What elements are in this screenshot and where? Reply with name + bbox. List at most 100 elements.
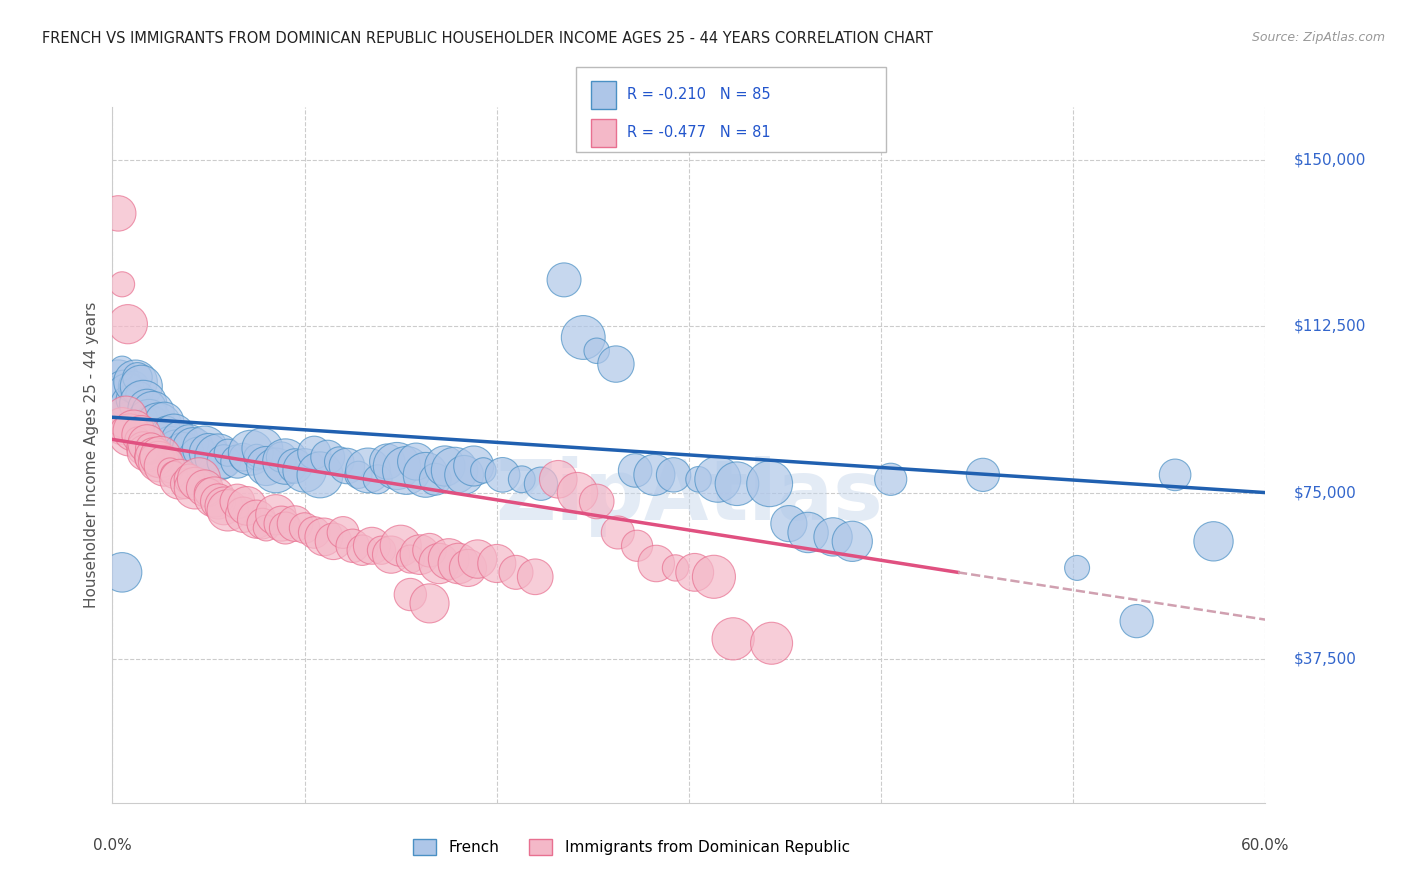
Point bbox=[322, 534, 344, 549]
Point bbox=[352, 543, 374, 558]
Legend: French, Immigrants from Dominican Republic: French, Immigrants from Dominican Republ… bbox=[406, 833, 856, 862]
Point bbox=[332, 525, 354, 540]
Point bbox=[703, 570, 725, 584]
Point bbox=[197, 446, 219, 460]
Point bbox=[148, 419, 170, 434]
Point bbox=[254, 521, 277, 535]
Point bbox=[107, 375, 129, 389]
Point bbox=[179, 437, 201, 451]
Point bbox=[173, 446, 195, 460]
Point bbox=[212, 499, 235, 513]
Point bbox=[316, 450, 339, 464]
Text: $112,500: $112,500 bbox=[1294, 319, 1367, 334]
Point bbox=[111, 566, 134, 580]
Point bbox=[112, 384, 135, 398]
Point bbox=[662, 467, 685, 482]
Point bbox=[1125, 614, 1147, 628]
Point bbox=[232, 508, 254, 522]
Point bbox=[360, 539, 382, 553]
Point bbox=[683, 566, 706, 580]
Point bbox=[124, 375, 146, 389]
Point bbox=[342, 539, 364, 553]
Point bbox=[115, 410, 138, 425]
Point bbox=[148, 454, 170, 468]
Point bbox=[254, 458, 277, 473]
Point bbox=[270, 450, 292, 464]
Point bbox=[274, 454, 297, 468]
Point bbox=[159, 463, 181, 477]
Point bbox=[1202, 534, 1225, 549]
Point bbox=[336, 458, 359, 473]
Point bbox=[202, 490, 225, 504]
Point bbox=[121, 392, 143, 407]
Point bbox=[197, 485, 219, 500]
Point bbox=[252, 442, 274, 456]
Point bbox=[143, 450, 166, 464]
Point bbox=[389, 539, 412, 553]
Text: FRENCH VS IMMIGRANTS FROM DOMINICAN REPUBLIC HOUSEHOLDER INCOME AGES 25 - 44 YEA: FRENCH VS IMMIGRANTS FROM DOMINICAN REPU… bbox=[42, 31, 934, 46]
Point bbox=[585, 343, 607, 358]
Point bbox=[149, 433, 172, 447]
Point bbox=[375, 454, 398, 468]
Point bbox=[181, 442, 204, 456]
Point bbox=[1066, 561, 1088, 575]
Point bbox=[567, 485, 589, 500]
Point bbox=[606, 525, 628, 540]
Point bbox=[245, 512, 267, 526]
Point bbox=[207, 450, 229, 464]
Point bbox=[134, 410, 156, 425]
Point bbox=[758, 476, 780, 491]
Point bbox=[111, 277, 134, 292]
Point bbox=[270, 516, 292, 531]
Point bbox=[547, 472, 569, 486]
Point bbox=[138, 415, 160, 429]
Point bbox=[212, 454, 235, 468]
Point bbox=[127, 433, 149, 447]
Point bbox=[117, 388, 139, 402]
Point bbox=[972, 467, 994, 482]
Point bbox=[425, 472, 447, 486]
Point bbox=[585, 494, 607, 508]
Point bbox=[153, 458, 176, 473]
Point bbox=[264, 508, 287, 522]
Point bbox=[605, 357, 627, 371]
Point bbox=[187, 472, 211, 486]
Point bbox=[309, 467, 332, 482]
Point bbox=[725, 476, 748, 491]
Point bbox=[153, 415, 176, 429]
Point bbox=[134, 446, 156, 460]
Point bbox=[142, 406, 165, 420]
Point bbox=[226, 494, 249, 508]
Point bbox=[427, 557, 450, 571]
Point bbox=[252, 516, 274, 531]
Point bbox=[357, 463, 380, 477]
Point bbox=[304, 525, 326, 540]
Point bbox=[367, 472, 389, 486]
Point bbox=[132, 397, 155, 411]
Point bbox=[380, 548, 402, 562]
Point bbox=[530, 476, 553, 491]
Point bbox=[467, 552, 489, 566]
Point bbox=[274, 521, 297, 535]
Point bbox=[399, 552, 422, 566]
Point bbox=[688, 472, 710, 486]
Point bbox=[232, 450, 254, 464]
Point bbox=[453, 467, 475, 482]
Point bbox=[645, 557, 668, 571]
Point bbox=[443, 463, 465, 477]
Point bbox=[159, 437, 181, 451]
Point bbox=[472, 463, 495, 477]
Point bbox=[184, 481, 207, 495]
Text: 0.0%: 0.0% bbox=[93, 838, 132, 854]
Point bbox=[122, 379, 145, 393]
Point bbox=[127, 370, 149, 384]
Point bbox=[194, 481, 217, 495]
Y-axis label: Householder Income Ages 25 - 44 years: Householder Income Ages 25 - 44 years bbox=[83, 301, 98, 608]
Point bbox=[419, 543, 441, 558]
Point bbox=[117, 317, 139, 331]
Point bbox=[207, 494, 229, 508]
Point bbox=[1164, 467, 1187, 482]
Text: Source: ZipAtlas.com: Source: ZipAtlas.com bbox=[1251, 31, 1385, 45]
Point bbox=[447, 557, 470, 571]
Point bbox=[174, 476, 197, 491]
